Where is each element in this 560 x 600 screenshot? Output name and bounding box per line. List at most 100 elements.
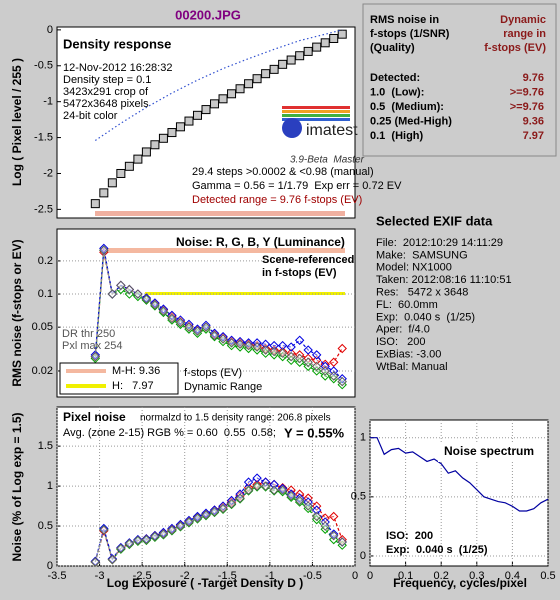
legend-entry: H: 7.97 bbox=[112, 380, 154, 392]
summary-value: 9.36 bbox=[523, 115, 544, 127]
annotation: Scene-referenced bbox=[262, 254, 354, 266]
exif-line: Model: NX1000 bbox=[376, 262, 452, 274]
diamond-marker bbox=[294, 353, 305, 364]
y-tick-label: 0 bbox=[360, 550, 366, 562]
diamond-marker bbox=[311, 350, 322, 360]
y-tick-label: -2.5 bbox=[34, 203, 53, 215]
x-tick-label: 0 bbox=[352, 570, 358, 582]
title-box bbox=[438, 442, 544, 462]
legend-entry: M-H: 9.36 bbox=[112, 365, 160, 377]
x-tick-label: -3.5 bbox=[48, 570, 67, 582]
annotation: 5472x3648 pixels bbox=[63, 98, 149, 110]
exif-line: Exp: 0.040 s (1/25) bbox=[376, 311, 475, 323]
annotation: 3423x291 crop of bbox=[63, 86, 149, 98]
summary-header: f-stops (1/SNR) bbox=[370, 28, 450, 40]
square-marker bbox=[90, 199, 100, 209]
square-marker bbox=[244, 79, 254, 89]
square-marker bbox=[218, 94, 228, 104]
summary-value: >=9.76 bbox=[510, 86, 544, 98]
diamond-marker bbox=[99, 523, 109, 534]
diamond-marker bbox=[175, 521, 186, 531]
square-marker bbox=[210, 99, 220, 109]
logo-stripes bbox=[282, 106, 350, 138]
diamond-marker bbox=[184, 319, 194, 330]
square-marker bbox=[278, 59, 288, 69]
diamond-marker bbox=[218, 503, 228, 514]
square-marker bbox=[312, 42, 322, 52]
diamond-marker bbox=[158, 529, 169, 539]
diamond-marker bbox=[124, 538, 135, 548]
diamond-marker bbox=[337, 534, 347, 545]
diamond-marker bbox=[329, 357, 339, 367]
diamond-marker bbox=[90, 351, 101, 362]
summary-header: f-stops (EV) bbox=[484, 42, 546, 54]
diamond-marker bbox=[192, 513, 203, 523]
y-tick-label: -2 bbox=[43, 167, 53, 179]
diamond-marker bbox=[235, 494, 245, 504]
diamond-marker bbox=[141, 293, 152, 303]
diamond-marker bbox=[235, 339, 245, 349]
diamond-marker bbox=[277, 483, 288, 494]
square-marker bbox=[99, 188, 109, 198]
x-axis-label: Frequency, cycles/pixel bbox=[393, 576, 527, 590]
diamond-marker bbox=[320, 366, 330, 376]
y-tick-label: 1 bbox=[360, 432, 366, 444]
chart-title: Density response bbox=[63, 36, 171, 51]
annotation: Density step = 0.1 bbox=[63, 74, 151, 86]
diamond-marker bbox=[269, 340, 279, 351]
square-marker bbox=[269, 64, 279, 74]
y-tick-label: -0.5 bbox=[34, 60, 53, 72]
annotation: 29.4 steps >0.0002 & <0.98 (manual) bbox=[192, 166, 374, 178]
diamond-marker bbox=[252, 342, 262, 352]
diamond-marker bbox=[235, 493, 245, 503]
square-marker bbox=[201, 105, 211, 115]
diamond-marker bbox=[243, 485, 254, 495]
diamond-marker bbox=[150, 300, 160, 310]
diamond-marker bbox=[209, 328, 220, 338]
diamond-marker bbox=[226, 497, 237, 507]
diamond-marker bbox=[201, 322, 211, 332]
diamond-marker bbox=[243, 340, 254, 351]
diamond-marker bbox=[192, 511, 203, 522]
y-axis-label: Log ( Pixel level / 255 ) bbox=[10, 58, 24, 186]
diamond-marker bbox=[269, 346, 279, 357]
x-tick-label: 0.3 bbox=[469, 570, 484, 582]
x-axis-label: Log Exposure ( -Target Density D ) bbox=[107, 576, 303, 590]
diamond-marker bbox=[286, 342, 296, 352]
chart-title: Noise spectrum bbox=[444, 444, 534, 458]
y-tick-label: 0.02 bbox=[32, 365, 53, 377]
diamond-marker bbox=[99, 243, 109, 254]
annotation: Gamma = 0.56 = 1/1.79 Exp err = 0.72 EV bbox=[192, 180, 402, 192]
diamond-marker bbox=[175, 315, 186, 325]
diamond-marker bbox=[337, 537, 347, 547]
annotation: Pxl max 254 bbox=[62, 340, 123, 352]
y-tick-label: 1 bbox=[47, 480, 53, 492]
diamond-marker bbox=[141, 534, 152, 545]
annotation: DR thr 250 bbox=[62, 328, 115, 340]
exif-line: Make: SAMSUNG bbox=[376, 249, 468, 261]
marks bbox=[56, 29, 549, 567]
legend-box bbox=[59, 362, 179, 395]
annotation: 12-Nov-2012 16:28:32 bbox=[63, 62, 172, 74]
diamond-marker bbox=[243, 338, 254, 348]
square-marker bbox=[320, 38, 330, 48]
diamond-marker bbox=[260, 481, 271, 491]
y-tick-label: 0.1 bbox=[38, 288, 53, 300]
diamond-marker bbox=[124, 538, 135, 549]
diamond-marker bbox=[320, 521, 330, 531]
x-tick-label: 0.1 bbox=[398, 570, 413, 582]
x-tick-label: -3 bbox=[95, 570, 105, 582]
diamond-marker bbox=[294, 493, 305, 503]
annotation: Detected range = 9.76 f-stops (EV) bbox=[192, 194, 362, 206]
square-marker bbox=[252, 74, 262, 84]
series-line bbox=[94, 29, 343, 141]
summary-header: RMS noise in bbox=[370, 14, 439, 26]
square-marker bbox=[141, 147, 151, 157]
version: 3.9-Beta Master bbox=[290, 155, 365, 166]
chart-title: Noise: R, G, B, Y (Luminance) bbox=[176, 235, 345, 249]
diamond-marker bbox=[99, 524, 109, 534]
diamond-marker bbox=[150, 530, 160, 541]
legend-note: f-stops (EV) bbox=[184, 367, 242, 379]
diamond-marker bbox=[150, 298, 160, 308]
